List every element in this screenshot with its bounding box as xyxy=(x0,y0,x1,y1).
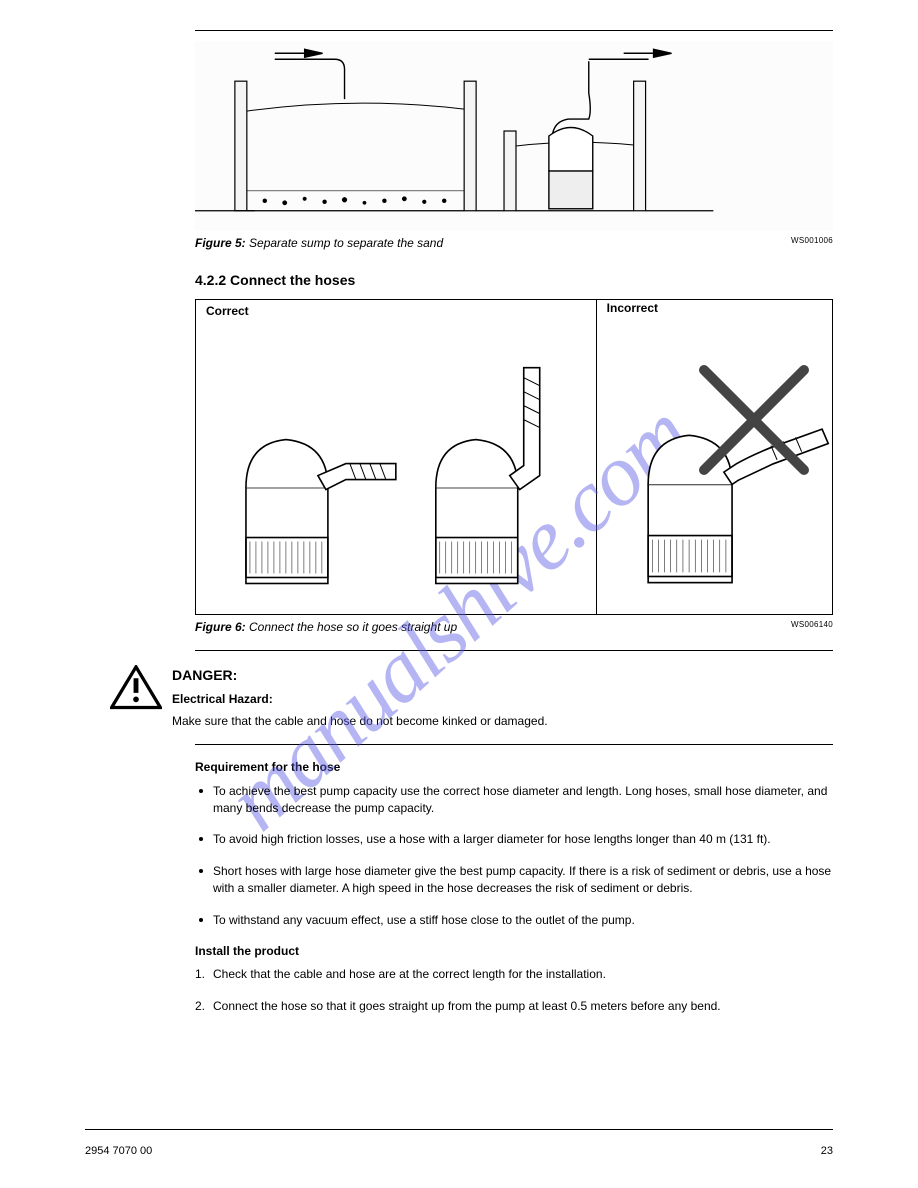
list-item: To avoid high friction losses, use a hos… xyxy=(195,831,833,848)
hose-correct-image xyxy=(196,325,596,614)
install-item-text: Connect the hose so that it goes straigh… xyxy=(213,999,721,1013)
figure-hose-desc: Connect the hose so it goes straight up xyxy=(249,620,457,634)
danger-block: DANGER: Electrical Hazard: Make sure tha… xyxy=(195,665,833,730)
figure-sump-desc: Separate sump to separate the sand xyxy=(249,236,443,250)
list-item: To withstand any vacuum effect, use a st… xyxy=(195,912,833,929)
rule-above-danger xyxy=(195,650,833,651)
footer-doc-number: 2954 7070 00 xyxy=(85,1144,152,1160)
danger-title: DANGER: xyxy=(172,665,833,685)
danger-body: Make sure that the cable and hose do not… xyxy=(172,713,833,730)
list-item: 2.Connect the hose so that it goes strai… xyxy=(195,998,833,1015)
hose-figure-box: Correct xyxy=(195,299,833,615)
install-title: Install the product xyxy=(195,943,833,960)
top-rule xyxy=(195,30,833,31)
figure-hose-id: WS006140 xyxy=(791,619,833,636)
rule-below-danger xyxy=(195,744,833,745)
figure-sump-label: Figure 5: xyxy=(195,236,246,250)
list-item: To achieve the best pump capacity use th… xyxy=(195,783,833,818)
section-hose-title: 4.2.2 Connect the hoses xyxy=(195,270,833,290)
figure-hose-label: Figure 6: xyxy=(195,620,246,634)
page-number: 23 xyxy=(821,1144,833,1160)
list-item: Short hoses with large hose diameter giv… xyxy=(195,863,833,898)
hose-header-correct: Correct xyxy=(196,300,596,325)
install-item-text: Check that the cable and hose are at the… xyxy=(213,967,606,981)
requirement-title: Requirement for the hose xyxy=(195,759,833,776)
hose-incorrect-image xyxy=(597,318,832,614)
bottom-rule xyxy=(85,1129,833,1130)
hose-header-incorrect: Incorrect xyxy=(597,300,832,318)
list-item: 1.Check that the cable and hose are at t… xyxy=(195,966,833,983)
figure-sump-id: WS001006 xyxy=(791,235,833,252)
figure-sump-image xyxy=(195,41,833,231)
install-list: 1.Check that the cable and hose are at t… xyxy=(195,966,833,1015)
danger-subtitle: Electrical Hazard: xyxy=(172,691,833,708)
requirement-list: To achieve the best pump capacity use th… xyxy=(195,783,833,929)
warning-triangle-icon xyxy=(110,665,162,730)
